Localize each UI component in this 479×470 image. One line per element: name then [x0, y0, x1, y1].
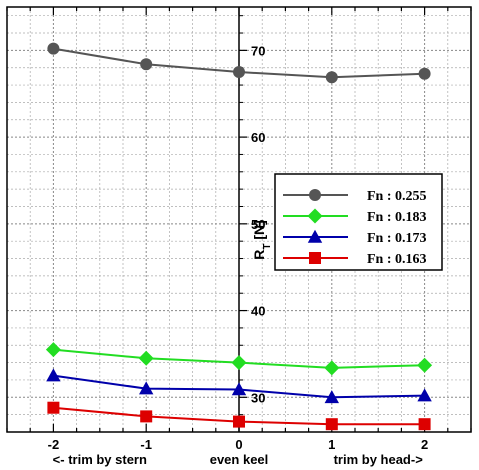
x-category-label: even keel	[210, 452, 269, 467]
x-category-label: trim by head->	[334, 452, 424, 467]
y-tick-label: 70	[251, 43, 265, 58]
legend-box	[274, 173, 443, 271]
legend-marker	[307, 229, 323, 243]
legend-marker	[309, 252, 321, 264]
legend-entry-label: Fn : 0.173	[367, 231, 427, 246]
data-point	[231, 355, 247, 371]
data-point	[418, 418, 431, 431]
series-0	[47, 42, 431, 84]
data-point	[324, 390, 339, 404]
data-point	[140, 58, 153, 71]
x-tick-label: 1	[328, 437, 335, 452]
series-2	[46, 368, 432, 404]
x-tick-label: -2	[48, 437, 60, 452]
data-point	[418, 67, 431, 80]
series-layer	[45, 42, 433, 431]
data-point	[417, 357, 433, 373]
data-point	[324, 360, 340, 376]
series-1	[45, 342, 433, 376]
data-point	[417, 388, 432, 402]
data-point	[47, 401, 60, 414]
data-point	[140, 410, 153, 423]
data-point	[45, 342, 61, 358]
data-point	[47, 42, 60, 55]
x-tick-label: -1	[140, 437, 152, 452]
data-point	[233, 66, 245, 79]
x-tick-label: 2	[421, 437, 428, 452]
y-tick-label: 60	[251, 130, 265, 145]
data-point	[231, 382, 247, 396]
y-axis-label-main: R	[251, 250, 267, 260]
legend-entry-label: Fn : 0.163	[367, 252, 427, 267]
data-point	[139, 381, 154, 395]
data-point	[325, 71, 338, 84]
legend-entry-label: Fn : 0.255	[367, 189, 427, 204]
data-point	[46, 368, 61, 382]
data-point	[325, 418, 338, 431]
legend: Fn : 0.255 Fn : 0.183 Fn : 0.173 Fn : 0.163	[274, 173, 443, 271]
y-axis-label-sub: T	[262, 244, 273, 250]
legend-marker	[307, 208, 323, 224]
data-point	[138, 350, 154, 366]
y-tick-label: 50	[251, 217, 265, 232]
data-point	[233, 415, 245, 428]
y-tick-label: 40	[251, 304, 265, 319]
y-tick-label: 30	[251, 390, 265, 405]
x-tick-label: 0	[235, 437, 242, 452]
axes: 30 40 50 60 70 -2 -1 0 1 2 <- trim by stern even ke…	[6, 6, 472, 467]
legend-entry-label: Fn : 0.183	[367, 210, 427, 225]
y-axis-label-rest: [N]	[251, 220, 267, 243]
series-3	[47, 401, 431, 431]
legend-marker	[309, 189, 321, 201]
x-category-label: <- trim by stern	[53, 452, 147, 467]
y-axis-label: RT [N]	[251, 220, 273, 260]
